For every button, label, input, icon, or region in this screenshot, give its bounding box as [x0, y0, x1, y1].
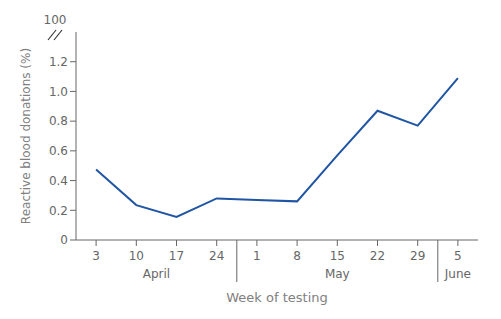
svg-text:1.0: 1.0 — [49, 85, 68, 99]
svg-text:5: 5 — [454, 249, 462, 263]
svg-text:8: 8 — [293, 249, 301, 263]
svg-text:Week of testing: Week of testing — [226, 290, 327, 305]
svg-text:24: 24 — [209, 249, 224, 263]
svg-text:Reactive blood donations (%): Reactive blood donations (%) — [19, 48, 33, 224]
svg-text:April: April — [143, 267, 170, 281]
svg-text:1.2: 1.2 — [49, 55, 68, 69]
svg-text:15: 15 — [330, 249, 345, 263]
svg-text:29: 29 — [410, 249, 425, 263]
svg-text:0: 0 — [60, 233, 68, 247]
svg-text:0.4: 0.4 — [49, 174, 68, 188]
svg-text:1: 1 — [253, 249, 261, 263]
svg-text:May: May — [325, 267, 350, 281]
svg-text:June: June — [444, 267, 471, 281]
svg-text:22: 22 — [370, 249, 385, 263]
svg-text:3: 3 — [92, 249, 100, 263]
svg-text:0.6: 0.6 — [49, 144, 68, 158]
svg-text:0.2: 0.2 — [49, 204, 68, 218]
svg-text:0.8: 0.8 — [49, 114, 68, 128]
svg-text:100: 100 — [44, 13, 67, 27]
svg-text:17: 17 — [169, 249, 184, 263]
svg-text:10: 10 — [129, 249, 144, 263]
